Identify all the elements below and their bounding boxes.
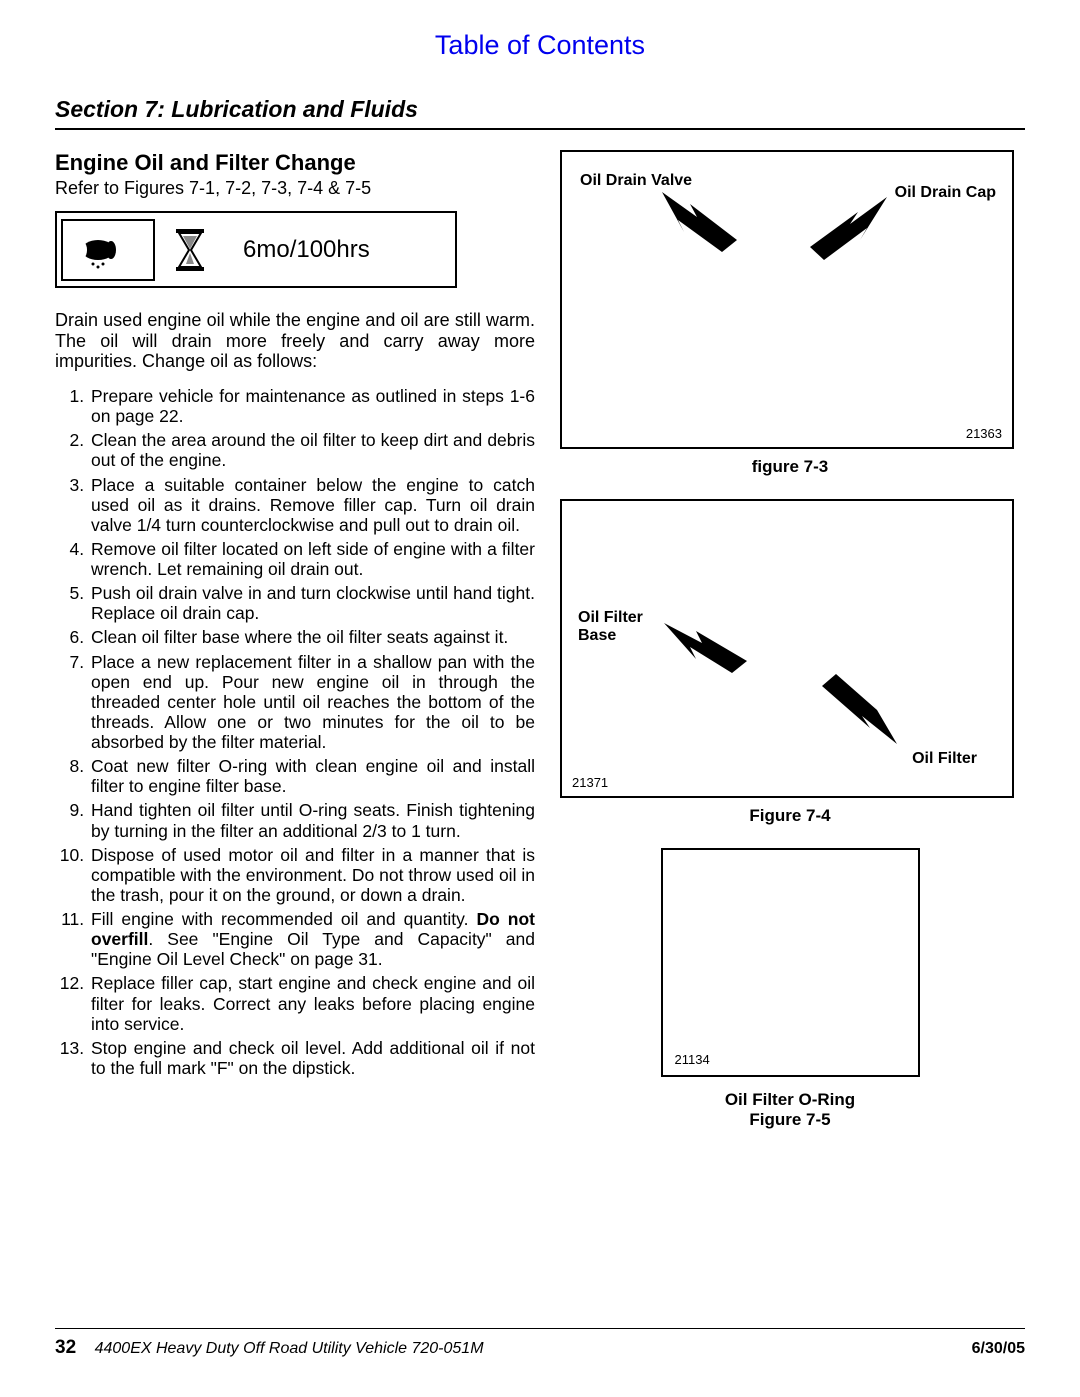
fig3-number: 21363 [966, 426, 1002, 441]
steps-list: Prepare vehicle for maintenance as outli… [55, 386, 535, 1078]
fig3-label-drain-cap: Oil Drain Cap [895, 184, 996, 202]
fig4-label-filter: Oil Filter [912, 750, 977, 768]
footer-date: 6/30/05 [972, 1340, 1025, 1358]
oil-icon [61, 219, 155, 281]
hourglass-icon [155, 221, 225, 279]
step-item: Place a suitable container below the eng… [89, 475, 535, 535]
fig5-number: 21134 [675, 1052, 710, 1067]
step-item: Remove oil filter located on left side o… [89, 539, 535, 579]
page-number: 32 [55, 1337, 76, 1358]
intro-paragraph: Drain used engine oil while the engine a… [55, 310, 535, 372]
fig4-label-base-text: Oil FilterBase [578, 609, 643, 644]
step-item: Clean the area around the oil filter to … [89, 430, 535, 470]
arrow-down-left-icon [792, 192, 902, 272]
toc-link[interactable]: Table of Contents [55, 30, 1025, 61]
fig4-label-base: Oil FilterBase [578, 609, 643, 644]
fig5-caption: Oil Filter O-Ring Figure 7-5 [560, 1090, 1020, 1130]
step-item: Fill engine with recommended oil and qua… [89, 909, 535, 969]
step-item: Dispose of used motor oil and filter in … [89, 845, 535, 905]
fig5-caption-line2: Figure 7-5 [749, 1110, 830, 1129]
fig4-number: 21371 [572, 775, 608, 790]
page-footer: 32 4400EX Heavy Duty Off Road Utility Ve… [55, 1328, 1025, 1359]
arrow-down-right-icon [642, 182, 752, 262]
maintenance-interval-box: 6mo/100hrs [55, 211, 457, 288]
fig3-caption: figure 7-3 [560, 457, 1020, 477]
fig4-caption: Figure 7-4 [560, 806, 1020, 826]
right-column: Oil Drain Valve Oil Drain Cap 21363 figu… [560, 150, 1020, 1130]
figure-7-3: Oil Drain Valve Oil Drain Cap 21363 [560, 150, 1014, 449]
content-columns: Engine Oil and Filter Change Refer to Fi… [55, 150, 1025, 1130]
figure-7-5-wrap: 21134 Oil Filter O-Ring Figure 7-5 [560, 848, 1020, 1130]
page: Table of Contents Section 7: Lubrication… [0, 0, 1080, 1397]
fig5-caption-line1: Oil Filter O-Ring [725, 1090, 855, 1109]
refer-text: Refer to Figures 7-1, 7-2, 7-3, 7-4 & 7-… [55, 178, 535, 199]
step-item: Place a new replacement filter in a shal… [89, 652, 535, 753]
footer-left: 32 4400EX Heavy Duty Off Road Utility Ve… [55, 1337, 484, 1359]
step-item: Push oil drain valve in and turn clockwi… [89, 583, 535, 623]
arrow-up-left-icon [812, 666, 912, 756]
section-title: Section 7: Lubrication and Fluids [55, 96, 1025, 130]
step-item: Prepare vehicle for maintenance as outli… [89, 386, 535, 426]
step-item: Clean oil filter base where the oil filt… [89, 627, 535, 647]
figure-7-4: Oil FilterBase Oil Filter 21371 [560, 499, 1014, 798]
arrow-right-down-icon [652, 613, 762, 683]
figure-7-5: 21134 [661, 848, 920, 1077]
subsection-heading: Engine Oil and Filter Change [55, 150, 535, 176]
step-item: Replace filler cap, start engine and che… [89, 973, 535, 1033]
step-item: Coat new filter O-ring with clean engine… [89, 756, 535, 796]
left-column: Engine Oil and Filter Change Refer to Fi… [55, 150, 535, 1130]
step-item: Hand tighten oil filter until O-ring sea… [89, 800, 535, 840]
interval-text: 6mo/100hrs [243, 236, 370, 264]
step-item: Stop engine and check oil level. Add add… [89, 1038, 535, 1078]
footer-title: 4400EX Heavy Duty Off Road Utility Vehic… [95, 1340, 484, 1357]
